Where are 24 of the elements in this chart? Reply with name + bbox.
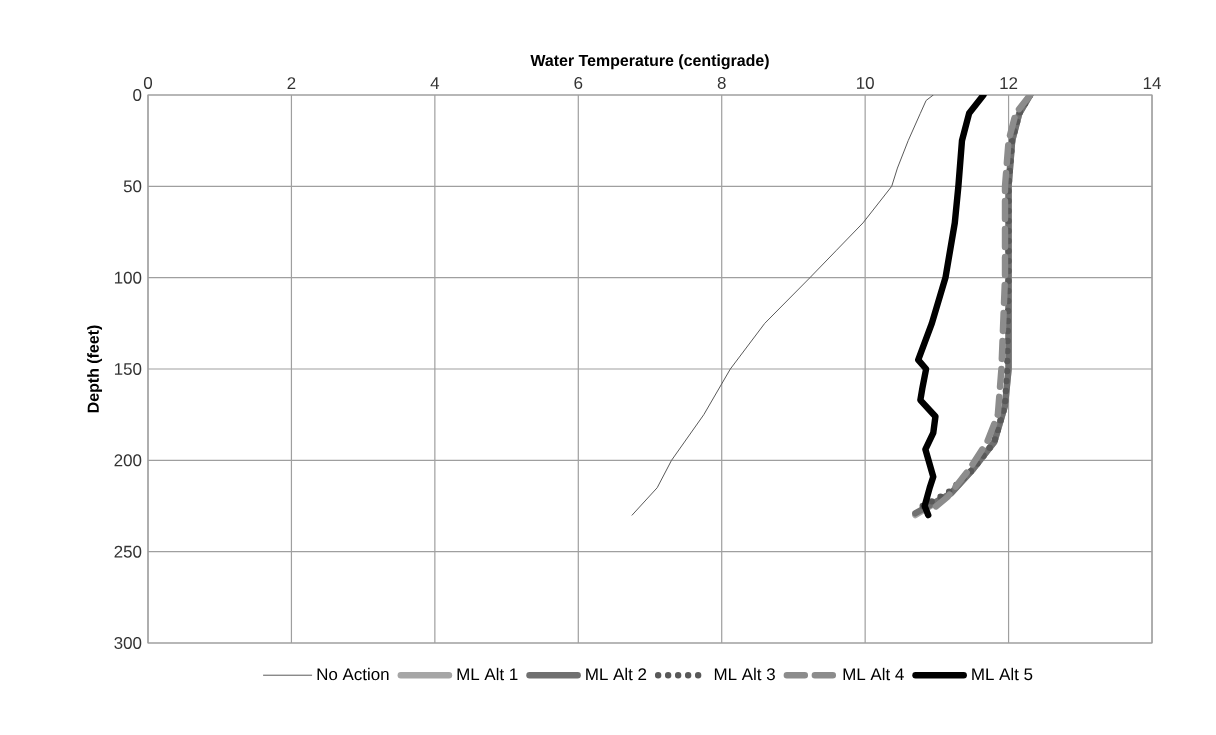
- y-tick-label: 0: [133, 89, 142, 101]
- y-tick-label: 150: [114, 363, 142, 375]
- legend-label: ML Alt 4: [843, 667, 904, 681]
- legend-label: ML Alt 5: [972, 667, 1033, 681]
- y-tick-label: 50: [123, 180, 142, 193]
- x-tick-label: 10: [857, 76, 874, 89]
- legend-label: ML Alt 3: [714, 667, 775, 681]
- y-tick-label: 250: [114, 545, 142, 558]
- legend-label: No Action: [317, 667, 389, 681]
- x-tick-label: 12: [1000, 77, 1018, 89]
- y-tick-label: 200: [114, 454, 142, 467]
- line-series: [631, 95, 934, 516]
- x-tick-label: 0: [143, 76, 153, 89]
- legend-label: ML Alt 1: [457, 667, 518, 681]
- x-tick-label: 14: [1143, 77, 1161, 89]
- x-tick-label: 2: [287, 77, 296, 89]
- y-tick-label: 300: [114, 637, 142, 649]
- y-tick-label: 100: [114, 271, 142, 284]
- x-tick-label: 6: [574, 76, 583, 89]
- x-tick-label: 8: [717, 76, 726, 89]
- y-axis-title: Depth (feet): [87, 325, 103, 413]
- x-tick-label: 4: [430, 77, 440, 89]
- x-axis-title: Water Temperature (centigrade): [530, 54, 769, 70]
- legend-label: ML Alt 2: [586, 667, 647, 681]
